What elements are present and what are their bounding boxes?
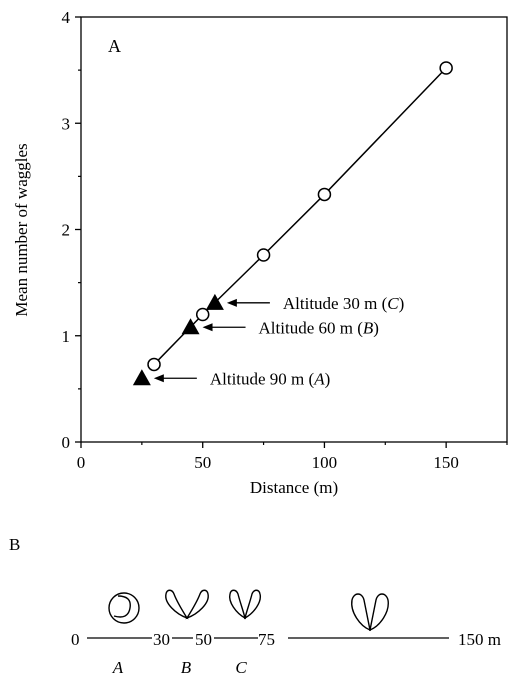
x-tick-label: 0 — [77, 453, 86, 472]
x-tick-label: 50 — [194, 453, 211, 472]
panel-a-label: A — [108, 36, 121, 56]
distance-scale: 0 30 50 75 150 m A B C — [71, 630, 501, 677]
y-tick-label: 3 — [62, 114, 71, 133]
data-point-triangle — [205, 293, 224, 310]
x-tick-label: 100 — [312, 453, 338, 472]
data-point-circle — [439, 61, 453, 75]
annotation-label: Altitude 60 m (B) — [259, 318, 379, 337]
dance-figure-c — [229, 589, 261, 620]
segment-label-c: C — [235, 658, 247, 677]
scale-tick-50: 50 — [195, 630, 212, 649]
data-point-triangle — [181, 318, 200, 335]
data-point-circle — [317, 187, 332, 202]
segment-label-b: B — [181, 658, 192, 677]
annotation-arrowhead — [202, 323, 213, 332]
data-point-circle — [256, 248, 271, 262]
y-tick-label: 2 — [62, 221, 71, 240]
x-tick-label: 150 — [433, 453, 459, 472]
segment-label-a: A — [112, 658, 124, 677]
scale-end-label: 150 m — [458, 630, 501, 649]
panel-b-label: B — [9, 535, 20, 554]
y-axis-label: Mean number of waggles — [12, 143, 31, 316]
annotation-label: Altitude 30 m (C) — [283, 294, 404, 313]
x-axis-label: Distance (m) — [250, 478, 338, 497]
y-tick-label: 1 — [62, 327, 71, 346]
annotation-arrowhead — [226, 298, 237, 307]
x-axis: 0 50 100 150 — [77, 442, 508, 472]
data-point-circle — [147, 357, 161, 372]
y-axis: 0 1 2 3 4 — [62, 8, 81, 452]
dance-figure-a — [108, 592, 140, 624]
annotation-arrowhead — [153, 374, 164, 383]
dance-figure-b — [165, 589, 209, 620]
scale-start-label: 0 — [71, 630, 80, 649]
data-point-circle — [195, 307, 210, 322]
dance-figure-150 — [351, 593, 389, 632]
data-point-triangle — [132, 369, 151, 386]
scale-tick-30: 30 — [153, 630, 170, 649]
scale-tick-75: 75 — [258, 630, 275, 649]
y-tick-label: 0 — [62, 433, 71, 452]
annotations: Altitude 30 m (C) Altitude 60 m (B) Altitu… — [153, 294, 404, 388]
annotation-label: Altitude 90 m (A) — [210, 369, 330, 388]
data-marks — [132, 61, 453, 386]
y-tick-label: 4 — [62, 8, 71, 27]
